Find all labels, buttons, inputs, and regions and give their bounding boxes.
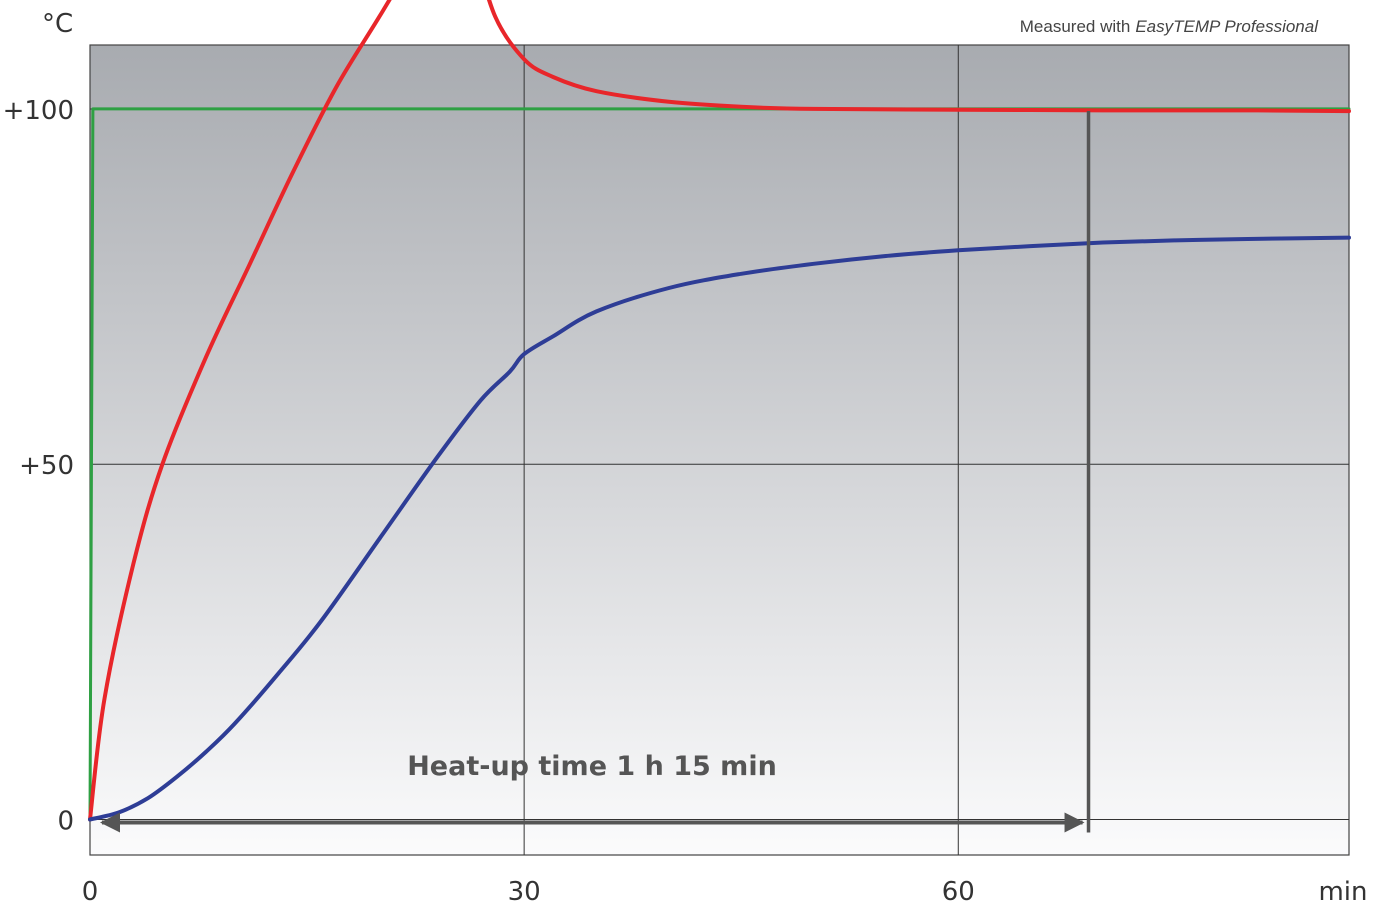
x-tick-label: 30 [508,877,541,906]
x-tick-label: 0 [82,877,99,906]
y-tick-label: 0 [57,806,74,836]
series-line-3 [88,235,1351,822]
series-line-2 [88,0,1351,822]
heat-up-time-label: Heat-up time 1 h 15 min [407,751,777,782]
measurement-note-prefix: Measured with [1020,17,1131,36]
plot-background [89,44,1350,856]
measurement-note: Measured with EasyTEMP Professional [1020,17,1319,36]
y-tick-label: +100 [3,96,74,126]
series-group [88,0,1351,822]
x-unit-label: min [1318,877,1367,906]
heat-up-markers [100,110,1091,833]
y-unit-label: °C [42,9,73,39]
x-tick-label: 60 [942,877,975,906]
measurement-note-product: EasyTEMP Professional [1135,17,1319,36]
y-tick-label: +50 [19,451,74,481]
tick-labels: 0 30 60 0 +50 +100 [3,96,975,906]
